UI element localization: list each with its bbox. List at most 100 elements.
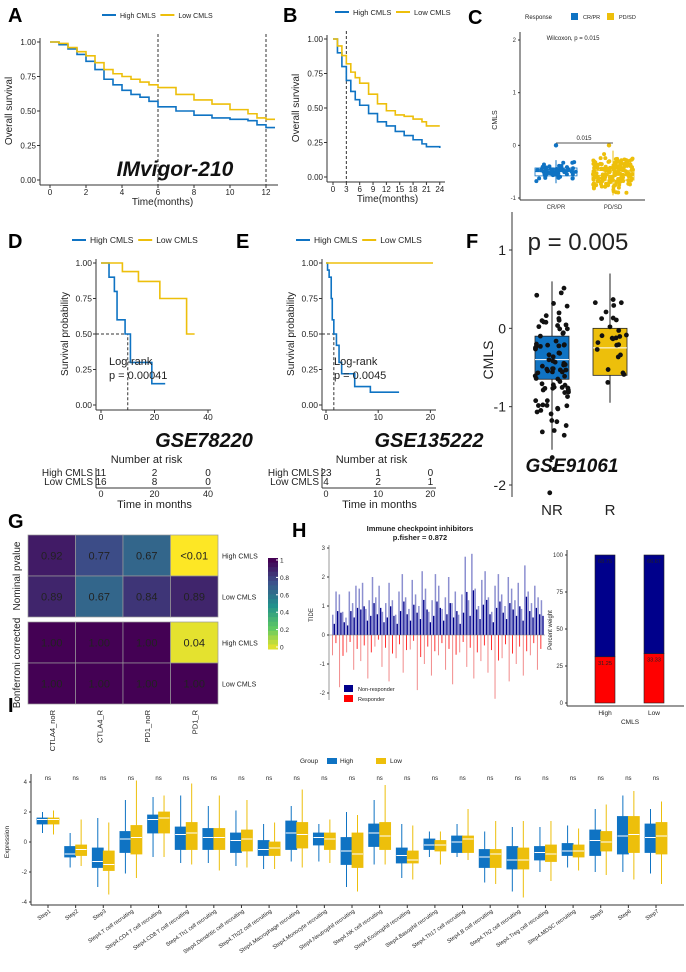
- x-tick-label: 6: [156, 188, 161, 197]
- tide-bar-non-responder: [502, 612, 504, 635]
- bar-value-label: 33.33: [647, 658, 661, 664]
- data-point: [539, 381, 545, 387]
- data-point: [561, 342, 567, 348]
- x-tick-label: Step6: [617, 909, 632, 922]
- box-low-box: [213, 828, 226, 850]
- tide-bar-responder: [339, 635, 341, 688]
- significance-label: ns: [598, 776, 604, 782]
- box-high-box: [285, 820, 298, 850]
- dataset-annotation: GSE91061: [526, 456, 619, 477]
- tide-bar-responder: [370, 635, 372, 653]
- panel-label-I: I: [8, 695, 14, 717]
- data-point: [535, 370, 541, 376]
- box-high-box: [147, 814, 159, 834]
- data-point: [540, 402, 546, 408]
- x-tick-label: Step4.NK cell recruiting: [332, 909, 383, 947]
- tide-bar-responder: [466, 635, 468, 667]
- data-point: [623, 169, 628, 174]
- x-tick-label: 0: [48, 188, 53, 197]
- data-point: [558, 290, 564, 296]
- row-label: High CMLS: [222, 554, 258, 561]
- risk-count: 1: [428, 477, 434, 488]
- tide-bar-non-responder: [459, 623, 461, 635]
- risk-row-label: High CMLS: [268, 468, 319, 479]
- risk-x-axis-label: Time in months: [117, 499, 192, 511]
- box-plot-C: -1 0 1 2 CMLS CR/PR PD/SD Wilcoxon, p = 0.015 0.…: [492, 13, 645, 211]
- box-low-box: [489, 849, 502, 868]
- data-point: [555, 323, 560, 328]
- colorbar-segment: [268, 639, 278, 645]
- tide-bar-non-responder: [497, 574, 500, 635]
- data-point: [546, 352, 552, 358]
- tide-bar-responder: [462, 635, 464, 642]
- tide-bar-non-responder: [336, 611, 339, 635]
- tide-bar-non-responder: [348, 591, 351, 635]
- x-tick-label: 10: [226, 188, 235, 197]
- data-point: [563, 322, 569, 328]
- legend-label-non-responder: Non-responder: [358, 687, 395, 693]
- significance-label: ns: [294, 776, 300, 782]
- tide-bar-non-responder: [416, 612, 418, 635]
- tide-bar-responder: [452, 635, 454, 685]
- risk-row-label: High CMLS: [42, 468, 93, 479]
- data-point: [550, 369, 555, 375]
- x-tick-label: 20: [426, 412, 436, 422]
- outlier-point: [547, 490, 553, 496]
- data-point: [540, 387, 546, 393]
- box-high-box: [119, 831, 132, 853]
- data-point: [607, 175, 612, 180]
- tide-bar-responder: [519, 635, 521, 647]
- data-point: [599, 316, 605, 322]
- tide-bar-non-responder: [447, 577, 450, 635]
- box-high-box: [230, 832, 242, 853]
- data-point: [558, 174, 563, 179]
- heatmap-cell-label: 1.00: [184, 679, 205, 691]
- tide-bar-non-responder: [438, 585, 440, 635]
- heatmap-cell-label: 0.77: [89, 551, 110, 563]
- data-point: [616, 159, 621, 164]
- legend-high-label: High CMLS: [353, 8, 391, 17]
- data-point: [613, 165, 618, 170]
- heatmap-cell: [75, 575, 124, 618]
- data-point: [544, 398, 550, 404]
- data-point: [551, 301, 556, 306]
- tide-bar-non-responder: [441, 608, 443, 635]
- box-high-box: [91, 847, 104, 868]
- tide-bar-non-responder: [451, 603, 453, 635]
- tide-bar-non-responder: [494, 585, 496, 635]
- bracket-p-label: 0.015: [576, 136, 592, 142]
- tide-bar-responder: [438, 635, 439, 656]
- data-point: [558, 167, 563, 172]
- significance-label: ns: [72, 776, 78, 782]
- legend-swatch-low: [376, 758, 386, 764]
- data-point: [599, 184, 604, 189]
- tide-bar-responder: [469, 635, 471, 648]
- tide-bar-non-responder: [434, 574, 437, 635]
- data-point: [596, 176, 601, 181]
- tide-bar-responder: [367, 635, 369, 679]
- data-point: [607, 324, 613, 330]
- y-tick-label: 0.00: [75, 400, 92, 410]
- data-point: [598, 161, 603, 166]
- tide-bar-non-responder: [363, 606, 365, 635]
- tide-bar-non-responder: [461, 594, 463, 635]
- tide-bar-non-responder: [537, 597, 539, 635]
- tide-bar-responder: [409, 635, 411, 650]
- y-tick-label: 0.25: [75, 365, 92, 375]
- data-point: [561, 285, 567, 291]
- data-point: [555, 405, 560, 411]
- risk-count: 2: [375, 477, 381, 488]
- box-low-box: [600, 831, 613, 852]
- x-tick-label: Step4.MDSC recruiting: [527, 909, 577, 947]
- tide-bar-responder: [420, 635, 422, 658]
- tide-bar-non-responder: [406, 614, 408, 635]
- data-point: [564, 303, 570, 309]
- tide-bar-non-responder: [332, 614, 334, 635]
- x-tick-label: Step4.CD8 T cell recruiting: [132, 909, 190, 952]
- tide-bar-non-responder: [481, 579, 483, 635]
- tide-bar-responder: [416, 635, 418, 691]
- data-point: [556, 343, 562, 349]
- heatmap-cell-label: 1.00: [136, 679, 157, 691]
